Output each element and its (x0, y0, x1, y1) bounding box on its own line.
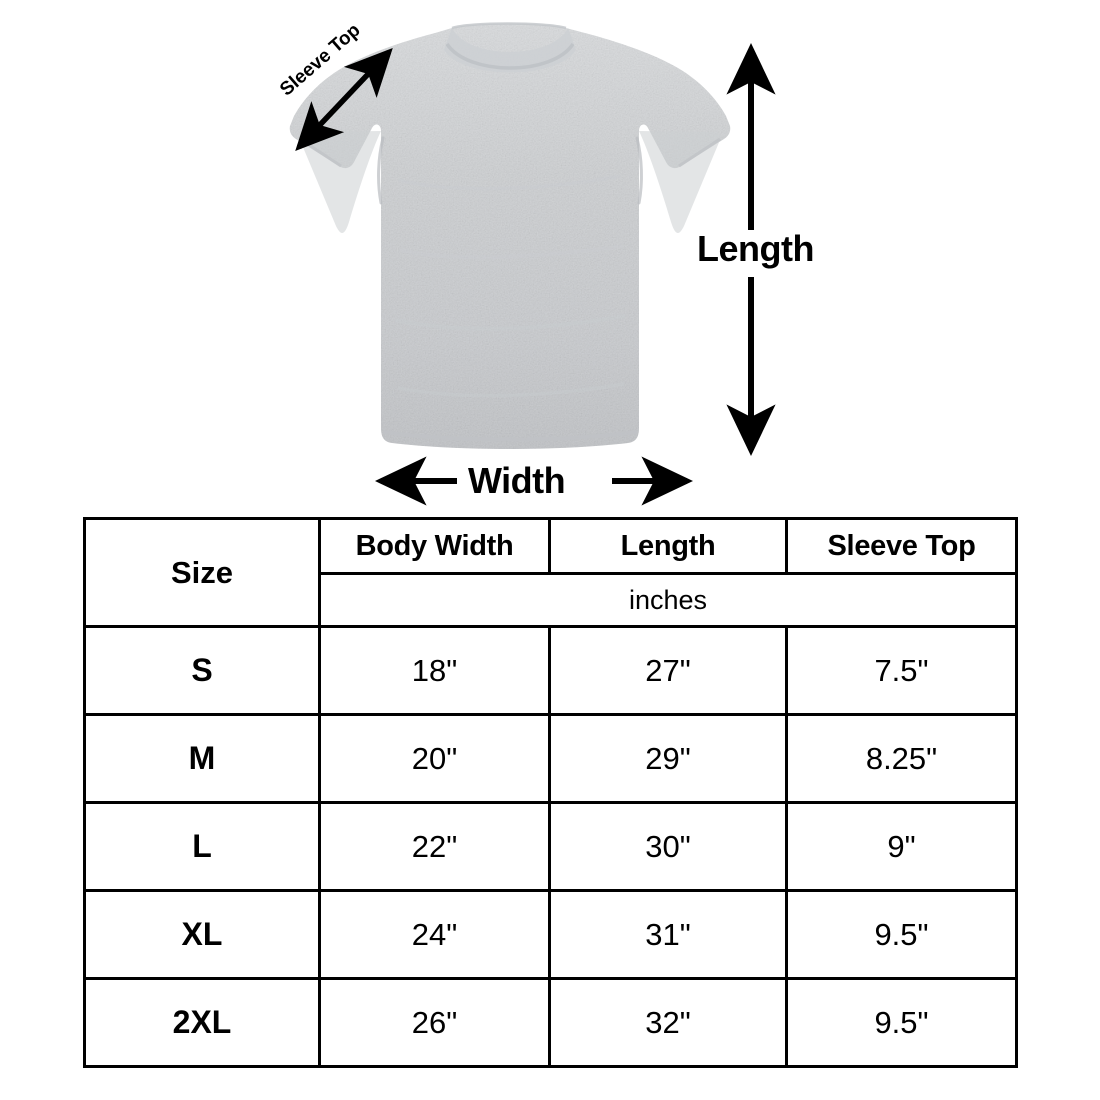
units-label: inches (318, 572, 1018, 628)
sleeve-top-dimension-arrow (295, 48, 393, 151)
tshirt-right-armpit-crease (635, 136, 643, 205)
cell-size: XL (83, 889, 321, 980)
cell-body-width: 18" (318, 625, 551, 716)
tshirt-collar-top-seam (451, 22, 567, 30)
cell-sleeve-top: 8.25" (785, 713, 1018, 804)
cell-size: L (83, 801, 321, 892)
header-size: Size (83, 517, 321, 628)
tshirt-fold-2 (395, 314, 626, 331)
tshirt-collar-rib (445, 42, 575, 70)
cell-sleeve-top: 9.5" (785, 977, 1018, 1068)
cell-length: 30" (548, 801, 788, 892)
cell-size: S (83, 625, 321, 716)
tshirt-illustration (289, 22, 731, 449)
garment-diagram: Length Width Sleeve Top (0, 0, 1100, 510)
cell-length: 32" (548, 977, 788, 1068)
tshirt-fold-3 (397, 174, 621, 191)
tshirt-hem (382, 430, 638, 442)
cell-size: M (83, 713, 321, 804)
cell-size: 2XL (83, 977, 321, 1068)
table-row: XL 24" 31" 9.5" (83, 889, 1018, 980)
cell-body-width: 24" (318, 889, 551, 980)
size-chart-table: Size Body Width Length Sleeve Top inches… (83, 517, 1018, 1068)
header-length: Length (548, 517, 788, 575)
tshirt-fold-1 (399, 244, 623, 260)
cell-body-width: 20" (318, 713, 551, 804)
table-row: 2XL 26" 32" 9.5" (83, 977, 1018, 1068)
tshirt-right-sleeve-shade (639, 131, 721, 233)
tshirt-collar (444, 28, 576, 73)
table-row: L 22" 30" 9" (83, 801, 1018, 892)
cell-body-width: 26" (318, 977, 551, 1068)
table-row: S 18" 27" 7.5" (83, 625, 1018, 716)
table-header-row-1: Size Body Width Length Sleeve Top (83, 517, 1018, 628)
tshirt-left-sleeve-shade (299, 131, 381, 233)
cell-length: 31" (548, 889, 788, 980)
length-label: Length (697, 228, 814, 269)
header-body-width: Body Width (318, 517, 551, 575)
cell-sleeve-top: 9.5" (785, 889, 1018, 980)
cell-length: 29" (548, 713, 788, 804)
cell-body-width: 22" (318, 801, 551, 892)
cell-sleeve-top: 9" (785, 801, 1018, 892)
tshirt-right-sleeve-hem (678, 137, 721, 168)
cell-sleeve-top: 7.5" (785, 625, 1018, 716)
garment-diagram-svg (289, 22, 776, 506)
header-sleeve-top: Sleeve Top (785, 517, 1018, 575)
size-chart-table-container: Size Body Width Length Sleeve Top inches… (83, 517, 1018, 1068)
tshirt-body-shape (289, 23, 731, 449)
cell-length: 27" (548, 625, 788, 716)
tshirt-fold-4 (397, 382, 625, 398)
table-units-row: inches (85, 572, 1018, 628)
width-label: Width (468, 460, 566, 501)
table-row: M 20" 29" 8.25" (83, 713, 1018, 804)
